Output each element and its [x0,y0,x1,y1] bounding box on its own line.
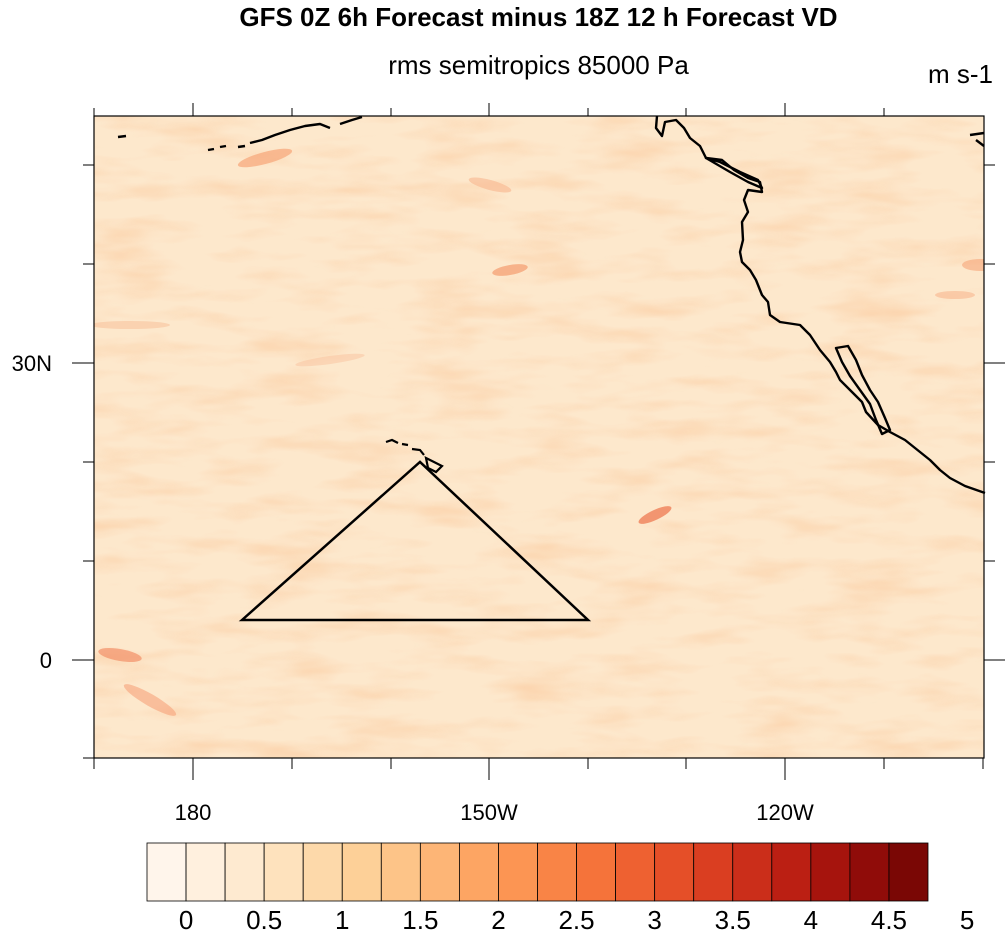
axis-ticks [72,103,1005,780]
alaska-fragment [969,131,985,147]
hotspot [492,264,528,276]
coastline [117,115,986,495]
north-america-coastline [654,115,986,495]
hotspot [295,353,365,367]
colorbar-tick-label: 2 [491,905,506,935]
lon-label-180: 180 [174,800,212,825]
colorbar-swatch [302,842,343,902]
colorbar-swatch [537,842,577,902]
colorbar-tick-label: 3 [647,905,662,935]
chart-subtitle: rms semitropics 85000 Pa [388,50,689,80]
triangle-outline [238,460,592,622]
colorbar-swatch [732,842,773,902]
colorbar-swatch [341,842,382,902]
hotspot [98,647,142,663]
lon-label-120w: 120W [756,800,814,825]
colorbar-tick-label: 4 [803,905,819,935]
map-field-texture [94,116,984,758]
colorbar-swatch [693,842,734,902]
hawaii-oahu [401,442,409,447]
baja-california [834,344,892,436]
colorbar-swatch [224,842,265,902]
colorbar-tick-label: 0.5 [246,905,283,935]
colorbar-swatch [810,842,851,902]
hotspot [237,148,293,168]
hawaiian-islands [385,438,444,474]
units-label: m s-1 [928,59,993,89]
lat-label-30n: 30N [11,351,52,376]
lat-label-0: 0 [39,648,52,673]
hotspot [962,259,984,271]
hawaii-big-island [424,456,444,474]
hotspot [94,321,170,329]
colorbar-tick-label: 2.5 [558,905,595,935]
colorbar-swatch [771,842,812,902]
hawaii-maui [411,447,425,456]
colorbar-swatch [498,842,538,902]
colorbar-tick-label: 1 [335,905,350,935]
lon-label-150w: 150W [460,800,518,825]
colorbar-swatch [146,842,187,902]
colorbar-swatch [458,842,499,902]
hotspot [935,291,975,299]
colorbar-swatch [263,842,304,902]
colorbar-tick-label: 0 [178,905,194,935]
map-hotspots [94,148,984,716]
colorbar-swatch [419,842,460,902]
colorbar-tick-label: 4.5 [870,905,908,935]
vancouver-island [704,156,764,190]
hotspot [468,177,512,193]
colorbar-swatch [654,842,695,902]
chart-title: GFS 0Z 6h Forecast minus 18Z 12 h Foreca… [239,2,838,32]
colorbar-swatch [185,842,226,902]
colorbar-swatch [888,842,929,902]
colorbar-tick-label: 3.5 [714,905,751,935]
colorbar-tick-label: 1.5 [402,905,439,935]
colorbar-swatch [380,842,421,902]
colorbar-swatch [576,842,616,902]
colorbar [146,842,929,902]
hotspot [638,506,672,524]
hawaii-kauai [385,438,399,444]
aleutian-islands [117,115,363,152]
map-frame [93,115,985,759]
colorbar-tick-label: 5 [959,905,975,935]
colorbar-swatch [615,842,656,902]
colorbar-swatch [849,842,890,902]
hotspot [123,684,177,716]
